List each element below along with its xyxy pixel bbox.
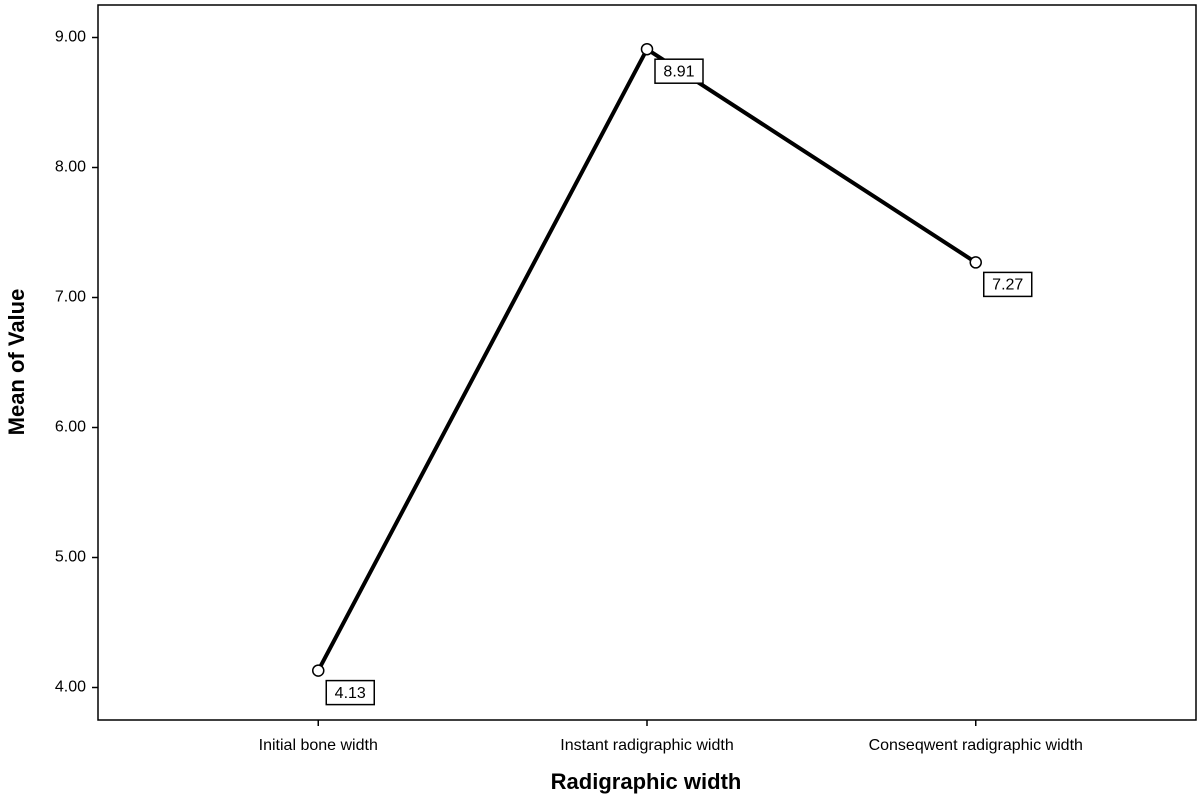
value-label-box bbox=[654, 58, 704, 84]
value-label-box bbox=[325, 679, 376, 706]
y-tick-label: 6.00 bbox=[55, 419, 86, 436]
x-tick-label: Conseqwent radigraphic width bbox=[869, 737, 1083, 754]
value-label: 7.27 bbox=[992, 277, 1023, 294]
point bbox=[969, 256, 982, 269]
x-axis-title: Radigraphic width bbox=[551, 769, 742, 794]
plot-frame bbox=[97, 4, 1197, 721]
y-axis-title: Mean of Value bbox=[4, 289, 29, 436]
y-tick-label: 5.00 bbox=[55, 549, 86, 566]
y-tick-label: 4.00 bbox=[55, 679, 86, 696]
x-tick-label: Initial bone width bbox=[259, 737, 378, 754]
y-tick-label: 7.00 bbox=[55, 289, 86, 306]
value-label: 4.13 bbox=[335, 685, 366, 702]
x-tick-label: Instant radigraphic width bbox=[560, 737, 733, 754]
point bbox=[312, 664, 325, 677]
y-tick-label: 9.00 bbox=[55, 29, 86, 46]
y-tick-label: 8.00 bbox=[55, 159, 86, 176]
value-label-box bbox=[982, 271, 1033, 298]
point bbox=[640, 42, 654, 56]
value-label: 8.91 bbox=[663, 63, 694, 80]
